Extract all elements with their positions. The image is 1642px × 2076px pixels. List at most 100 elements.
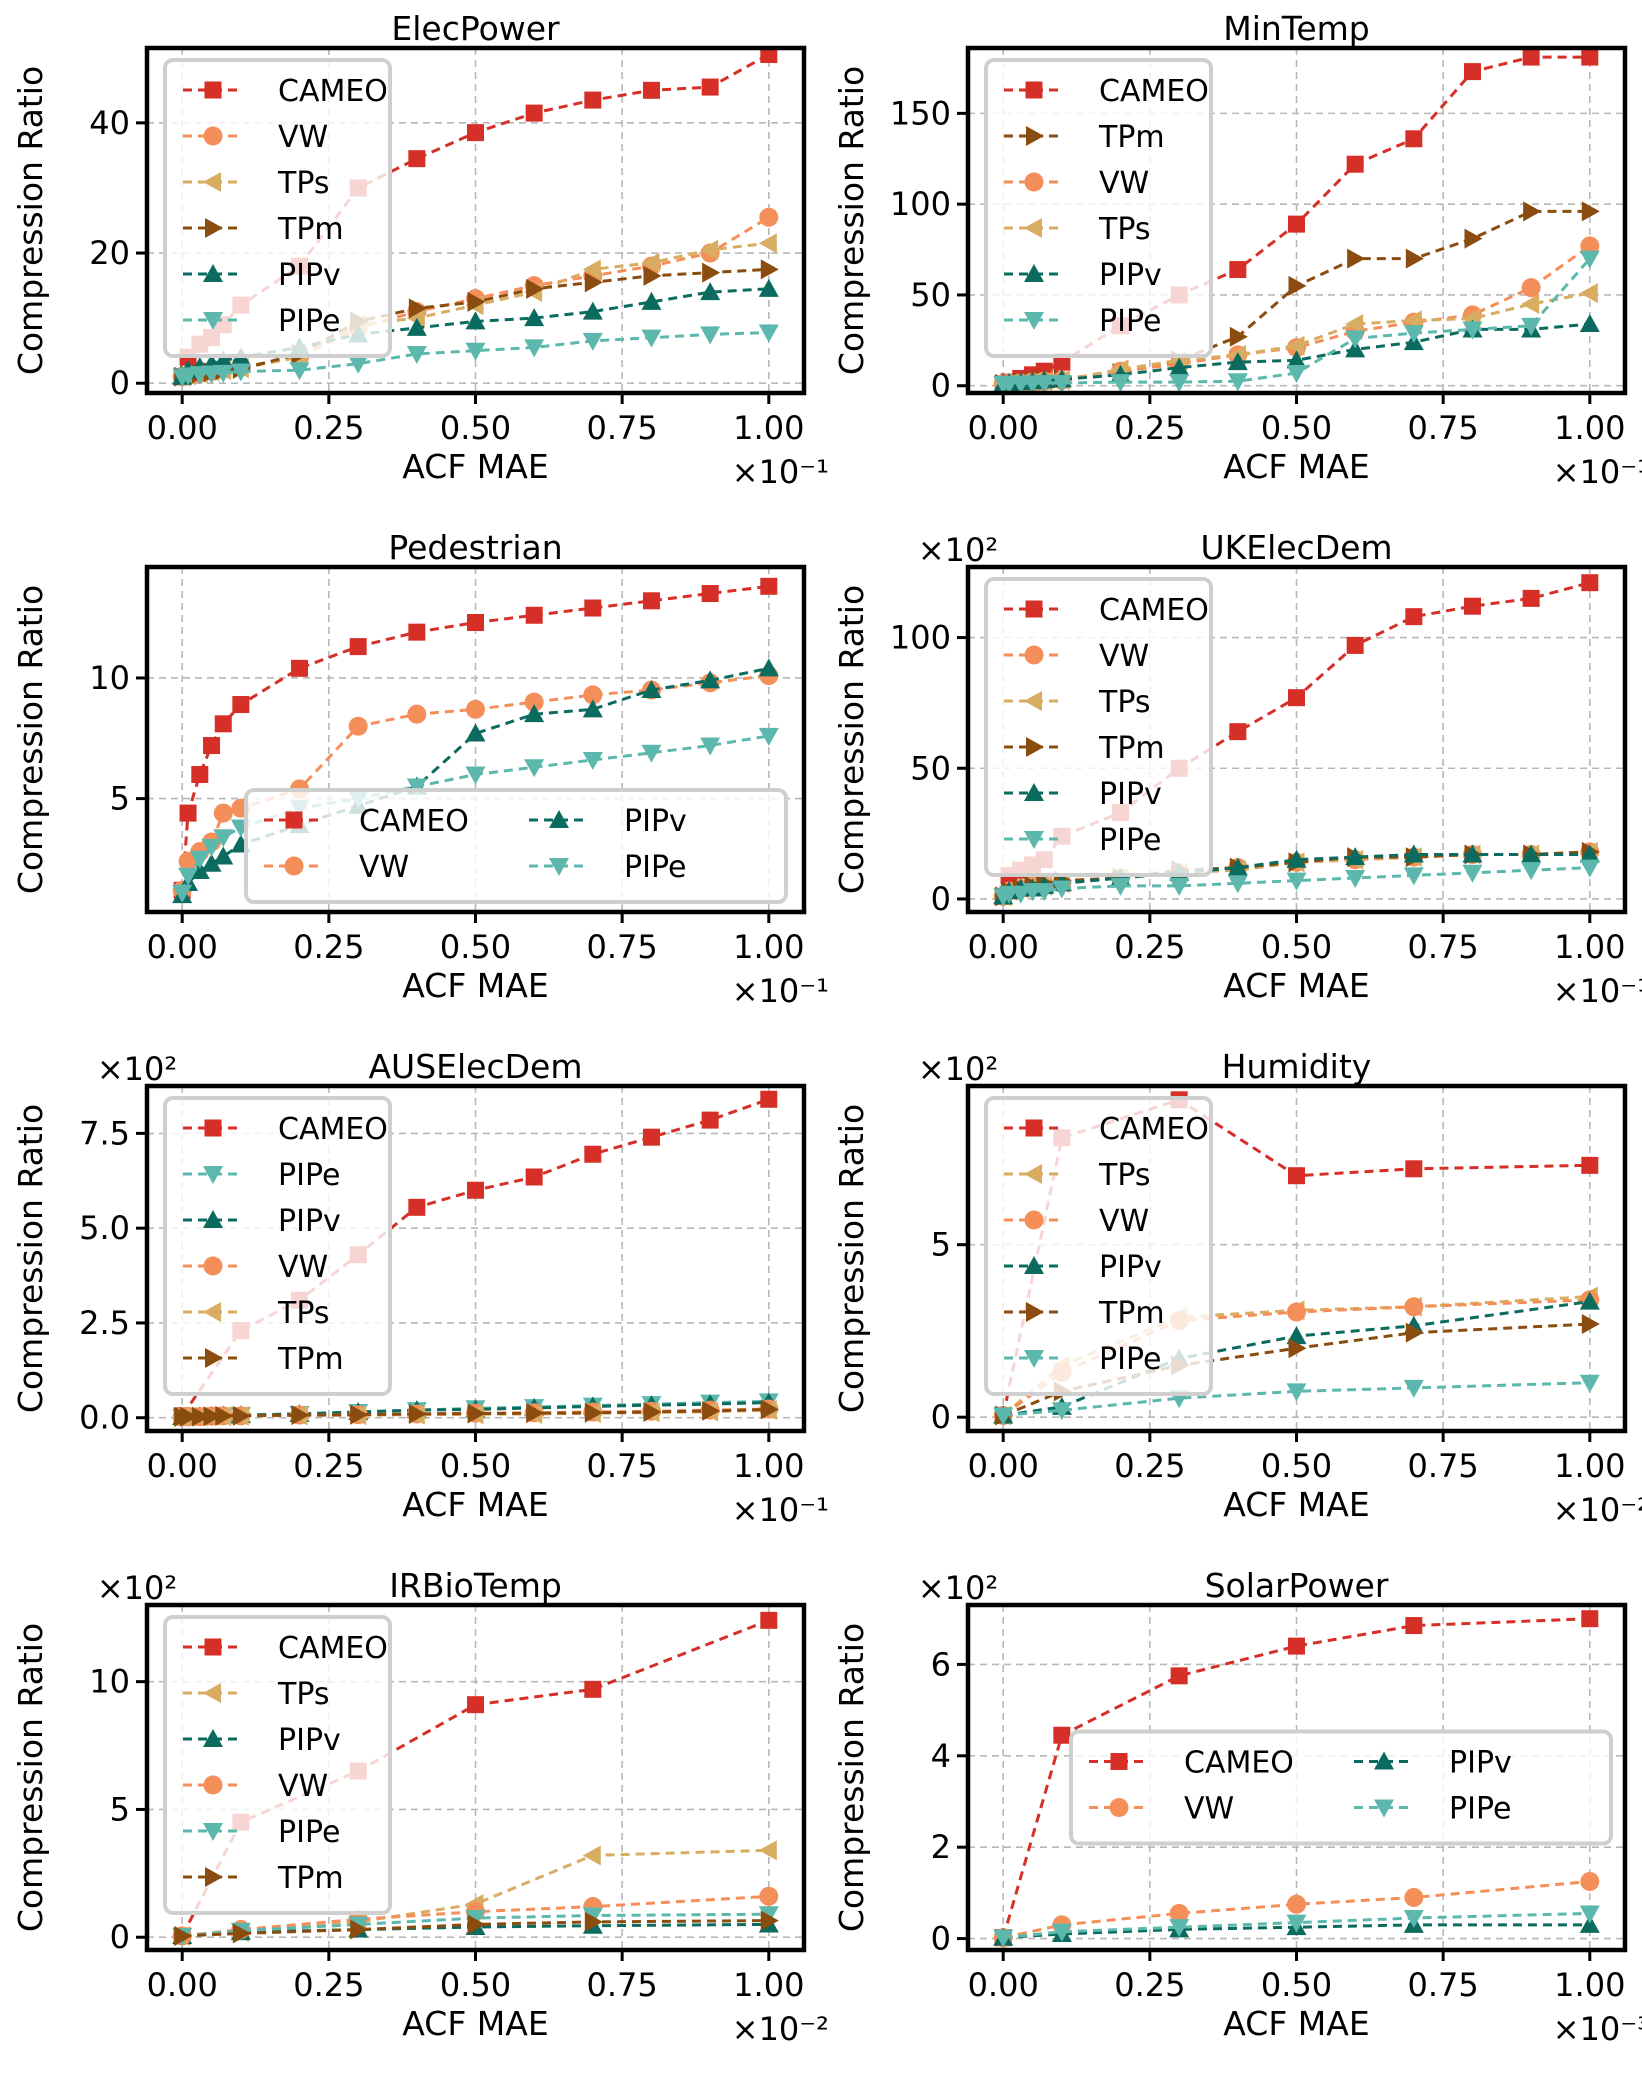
legend-marker bbox=[205, 218, 223, 238]
x-tick-label: 0.00 bbox=[968, 1447, 1039, 1485]
x-tick-label: 0.75 bbox=[587, 1447, 658, 1485]
subplot-mintemp: MinTemp 0.00 0.25 0.50 0.75 1.00 0 50 100 150 ACF … bbox=[832, 9, 1642, 491]
x-axis-multiplier: ×10⁻³ bbox=[1553, 2010, 1642, 2048]
legend-label: CAMEO bbox=[278, 1112, 388, 1147]
x-tick-label: 0.00 bbox=[968, 928, 1039, 966]
legend-marker bbox=[1024, 1210, 1044, 1230]
legend-label: TPm bbox=[277, 212, 344, 247]
x-axis-multiplier: ×10⁻¹ bbox=[1553, 972, 1642, 1010]
data-point bbox=[1288, 275, 1307, 296]
legend-marker bbox=[1026, 737, 1044, 757]
data-point bbox=[1286, 335, 1305, 356]
legend-label: PIPe bbox=[278, 304, 340, 339]
x-tick-label: 0.75 bbox=[1408, 1447, 1479, 1485]
y-tick-label: 5 bbox=[110, 1790, 130, 1828]
data-point bbox=[1286, 849, 1307, 868]
data-point bbox=[641, 680, 662, 699]
data-point bbox=[189, 850, 210, 869]
legend-label: CAMEO bbox=[278, 1631, 388, 1666]
legend-item-vw: VW bbox=[1004, 639, 1149, 674]
y-tick-label: 0.0 bbox=[79, 1399, 130, 1437]
data-point bbox=[1169, 357, 1190, 376]
y-tick-label: 0 bbox=[931, 1398, 951, 1436]
x-tick-label: 1.00 bbox=[733, 1447, 804, 1485]
x-tick-label: 0.75 bbox=[587, 409, 658, 447]
legend-item-pipe: PIPe bbox=[183, 1815, 340, 1850]
y-tick-label: 0 bbox=[110, 364, 130, 402]
legend-marker bbox=[1025, 81, 1043, 99]
data-point bbox=[213, 846, 234, 865]
data-point bbox=[1581, 1156, 1599, 1174]
x-tick-label: 0.25 bbox=[293, 928, 364, 966]
data-point bbox=[701, 585, 719, 603]
legend-item-tps: TPs bbox=[183, 1677, 330, 1712]
data-point bbox=[1051, 880, 1072, 899]
legend-marker bbox=[1024, 1350, 1044, 1368]
data-point bbox=[1403, 325, 1424, 344]
legend-marker bbox=[1024, 1164, 1042, 1184]
legend: CAMEO TPs PIPv VW PIPe TPm bbox=[163, 1615, 392, 1915]
data-point bbox=[759, 207, 779, 227]
data-point bbox=[758, 727, 779, 746]
legend-item-pipe: PIPe bbox=[1354, 1792, 1511, 1827]
legend-marker bbox=[1024, 264, 1044, 282]
data-point bbox=[1229, 326, 1248, 347]
data-point bbox=[191, 765, 209, 783]
data-point bbox=[213, 364, 234, 383]
y-tick-label: 50 bbox=[910, 276, 951, 314]
legend-item-pipv: PIPv bbox=[1004, 258, 1162, 293]
series-line bbox=[1002, 1300, 1591, 1417]
data-point bbox=[289, 362, 310, 381]
legend-marker bbox=[203, 1729, 223, 1747]
data-point bbox=[584, 599, 602, 617]
data-point bbox=[350, 1919, 369, 1940]
legend-label: PIPe bbox=[1099, 823, 1161, 858]
legend-item-tpm: TPm bbox=[183, 1861, 344, 1896]
legend-label: PIPv bbox=[624, 804, 687, 839]
data-point bbox=[1110, 374, 1131, 393]
data-point bbox=[1051, 1402, 1072, 1421]
legend-item-pipe: PIPe bbox=[183, 304, 340, 339]
x-tick-label: 0.75 bbox=[1408, 928, 1479, 966]
legend-marker bbox=[1026, 1302, 1044, 1322]
x-tick-label: 0.50 bbox=[440, 409, 511, 447]
x-axis-multiplier: ×10⁻¹ bbox=[732, 972, 829, 1010]
x-tick-label: 0.25 bbox=[1114, 409, 1185, 447]
data-point bbox=[1464, 228, 1483, 249]
legend-marker bbox=[203, 264, 223, 282]
data-point bbox=[232, 696, 250, 714]
data-point bbox=[467, 1696, 484, 1714]
legend-marker bbox=[1024, 831, 1044, 849]
legend-label: CAMEO bbox=[1099, 74, 1209, 109]
legend-item-pipe: PIPe bbox=[183, 1158, 340, 1193]
series-tpm bbox=[174, 1910, 779, 1946]
x-tick-label: 0.50 bbox=[440, 928, 511, 966]
subplot-solarpower: SolarPower 0.00 0.25 0.50 0.75 1.00 0 2 4 6 ACF MA… bbox=[832, 1566, 1642, 2048]
x-axis-label: ACF MAE bbox=[402, 966, 548, 1005]
data-point bbox=[179, 804, 197, 822]
data-point bbox=[1405, 1160, 1423, 1178]
y-tick-label: 5 bbox=[931, 1226, 951, 1264]
y-axis-label: Compression Ratio bbox=[832, 585, 871, 894]
data-point bbox=[700, 670, 721, 689]
data-point bbox=[1345, 314, 1364, 334]
legend-label: CAMEO bbox=[359, 804, 469, 839]
legend-marker bbox=[1024, 645, 1044, 665]
data-point bbox=[1579, 1905, 1600, 1924]
data-point bbox=[1579, 1374, 1600, 1393]
legend-item-vw: VW bbox=[1004, 166, 1149, 201]
x-tick-label: 0.25 bbox=[293, 1447, 364, 1485]
data-point bbox=[213, 350, 234, 369]
legend-marker bbox=[1024, 172, 1044, 192]
y-tick-label: 6 bbox=[931, 1645, 951, 1683]
data-point bbox=[758, 233, 777, 254]
data-point bbox=[1579, 859, 1600, 878]
data-point bbox=[1286, 1326, 1307, 1345]
data-point bbox=[1405, 248, 1424, 269]
legend-item-tpm: TPm bbox=[183, 1342, 344, 1377]
chart-title: Humidity bbox=[1222, 1047, 1372, 1086]
series-line bbox=[1003, 1911, 1590, 1940]
legend-label: VW bbox=[278, 120, 328, 155]
data-point bbox=[582, 259, 601, 280]
data-point bbox=[642, 592, 660, 610]
